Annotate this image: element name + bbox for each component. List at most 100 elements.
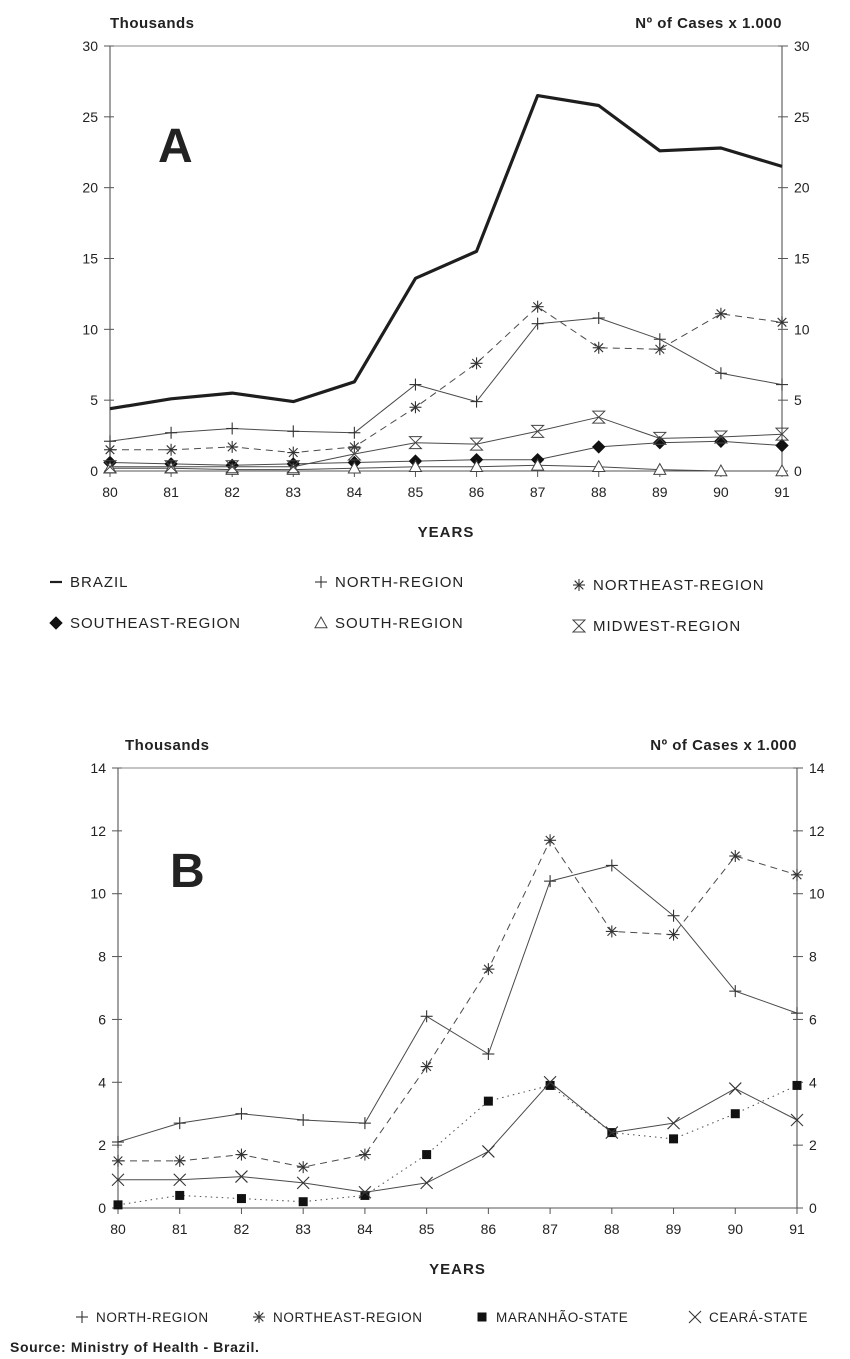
chart-b-series-ceara-state-point-81-d2: [173, 1173, 187, 1187]
chart-a-series-north-region-line: [109, 317, 783, 442]
chart-b-series-maranhao-state-point-84: [360, 1190, 370, 1200]
chart-a-legend-southeast-region: SOUTHEAST-REGION: [49, 615, 240, 632]
chart-a-series-south-region-point-91: [775, 463, 789, 477]
chart-b-xtick-label-80: 80: [110, 1221, 126, 1237]
chart-a-series-midwest-region: [102, 410, 790, 474]
chart-a-legend-north-region: NORTH-REGION: [315, 574, 463, 591]
chart-a-series-midwest-region-point-89-shape: [652, 431, 668, 445]
chart-a-series-brazil: [109, 93, 783, 411]
chart-a-series-south-region-point-83-shape: [286, 462, 301, 475]
chart-b-xtick-label-86: 86: [481, 1221, 497, 1237]
chart-a-series-midwest-region-point-85: [408, 436, 423, 450]
chart-a-series-northeast-region-point-91-d2: [777, 317, 787, 327]
chart-b-xtick-label-85: 85: [419, 1221, 435, 1237]
chart-a-series-southeast-region-point-89: [653, 435, 667, 450]
chart-b-ytick-label-left-6: 6: [98, 1011, 106, 1027]
chart-b-series-maranhao-state-point-89-shape: [669, 1134, 679, 1144]
chart-a-series-northeast-region-point-82-d2: [227, 442, 237, 452]
chart-b-series-northeast-region-point-82: [235, 1148, 248, 1161]
chart-b-series-maranhao-state-point-80-shape: [113, 1200, 123, 1210]
chart-b-series-maranhao-state-point-83: [298, 1197, 308, 1207]
chart-a-series-south-region-point-85: [408, 459, 423, 473]
chart-a-series-northeast-region-line: [110, 306, 783, 454]
chart-b-legend-maranhao-state-swatch-shape: [477, 1312, 487, 1322]
chart-a-legend-brazil: BRAZIL: [50, 574, 129, 591]
chart-a-series-northeast-region-point-80-d2: [105, 445, 115, 455]
chart-b-series-north-region-point-80: [112, 1136, 124, 1148]
chart-a-series-north-region: [104, 312, 788, 448]
chart-a-series-north-region-point-88: [592, 312, 605, 324]
chart-a-legend-northeast-region: NORTHEAST-REGION: [573, 577, 764, 594]
chart-b-ytick-label-right-0: 0: [809, 1200, 817, 1216]
chart-a-ytick-label-left-20: 20: [82, 180, 98, 196]
chart-a-ylabel-right: Nº of Cases x 1.000: [635, 15, 782, 32]
chart-b-series-maranhao-state-point-90-shape: [730, 1109, 740, 1119]
chart-a-series-south-region-point-90: [714, 463, 728, 477]
chart-b-ytick-label-right-14: 14: [809, 760, 825, 776]
chart-a-series-brazil-line: [109, 93, 783, 411]
chart-a-series-south-region: [103, 458, 789, 477]
chart-b-series-maranhao-state-point-81: [175, 1190, 185, 1200]
chart-b-series-maranhao-state-point-85-shape: [422, 1150, 432, 1160]
chart-a-series-north-region-point-83: [287, 425, 300, 438]
chart-b-ytick-label-right-8: 8: [809, 949, 817, 965]
chart-b-series-north-region-point-82: [235, 1107, 248, 1120]
chart-a-series-south-region-point-82: [225, 462, 240, 475]
chart-b-xtick-label-82: 82: [234, 1221, 250, 1237]
chart-a-ytick-label-left-15: 15: [82, 251, 98, 267]
chart-a-xtick-label-83: 83: [285, 484, 301, 500]
chart-a-series-midwest-region-line: [110, 416, 783, 468]
chart-a-series-northeast-region-point-88-d2: [594, 343, 604, 353]
chart-b-series-north-region: [112, 859, 803, 1148]
chart-a-series-south-region-point-82-shape: [225, 462, 240, 475]
chart-a-series-north-region-point-87: [531, 317, 544, 330]
chart-a-legend-brazil-label: BRAZIL: [70, 574, 129, 591]
chart-a-series-south-region-point-85-shape: [408, 459, 423, 473]
chart-a-xtick-label-84: 84: [347, 484, 363, 500]
chart-b-ytick-label-left-14: 14: [90, 760, 106, 776]
chart-b-series-ceara-state-point-91-d2: [790, 1113, 804, 1127]
chart-a-ytick-label-left-10: 10: [82, 321, 98, 337]
chart-b-legend-maranhao-state-swatch: [477, 1312, 487, 1322]
chart-b-series-northeast-region-point-80: [112, 1154, 124, 1167]
chart-b-legend-ceara-state-label: CEARÁ-STATE: [709, 1310, 808, 1325]
chart-a-ytick-label-left-5: 5: [90, 392, 98, 408]
chart-a-series-northeast-region-point-89-d2: [655, 344, 665, 354]
chart-b-series-maranhao-state-point-82: [236, 1194, 246, 1204]
chart-b-series-ceara-state-point-87: [543, 1075, 557, 1089]
source-note: Source: Ministry of Health - Brazil.: [10, 1339, 260, 1355]
chart-b-series-northeast-region-point-90-d2: [730, 851, 740, 861]
chart-b-ylabel-left: Thousands: [125, 737, 210, 754]
chart-a-series-midwest-region-point-87: [530, 424, 545, 438]
chart-b-series-maranhao-state-point-91: [792, 1080, 802, 1090]
chart-a-series-northeast-region-point-85: [409, 401, 422, 414]
chart-a-series-midwest-region-point-86-shape: [469, 437, 484, 451]
chart-a-series-midwest-region-point-90: [713, 430, 729, 444]
chart-b-series-northeast-region-point-91: [791, 868, 803, 881]
chart-b-series-northeast-region-point-80-d2: [113, 1156, 123, 1166]
chart-b-series-ceara-state-point-83: [296, 1176, 310, 1190]
chart-a-xtick-label-87: 87: [530, 484, 546, 500]
chart-a-series-midwest-region-point-80-shape: [102, 460, 118, 474]
chart-b-series-north-region-point-89: [667, 909, 680, 922]
chart-a-series-midwest-region-point-84: [347, 447, 362, 461]
chart-b-legend-ceara-state: CEARÁ-STATE: [688, 1310, 808, 1325]
chart-b-series-north-region-point-81: [173, 1117, 186, 1130]
chart-b-series-ceara-state-point-89: [667, 1116, 680, 1130]
chart-a-legend-midwest-region-swatch-shape: [571, 619, 587, 633]
chart-b-series-ceara-state-point-88-d2: [605, 1126, 619, 1139]
chart-b-series-ceara-state-point-90: [728, 1082, 742, 1095]
chart-a-series-northeast-region-point-87-d2: [532, 301, 543, 312]
chart-b-ylabel-right: Nº of Cases x 1.000: [650, 737, 797, 754]
chart-a-series-northeast-region-point-80: [104, 443, 116, 456]
chart-b-series-north-region-point-88: [605, 859, 618, 872]
chart-b-series-maranhao-state-point-83-shape: [298, 1197, 308, 1207]
chart-a-series-north-region-point-91: [776, 378, 788, 391]
chart-b-legend-northeast-region-label: NORTHEAST-REGION: [273, 1310, 423, 1325]
chart-b-ytick-label-left-0: 0: [98, 1200, 106, 1216]
chart-b-series-northeast-region-point-91-d2: [792, 870, 802, 880]
chart-a-ytick-label-left-25: 25: [82, 109, 98, 125]
chart-b-series-ceara-state-point-84-d2: [358, 1185, 372, 1199]
chart-b-series-ceara-state-point-90-d2: [728, 1082, 742, 1095]
